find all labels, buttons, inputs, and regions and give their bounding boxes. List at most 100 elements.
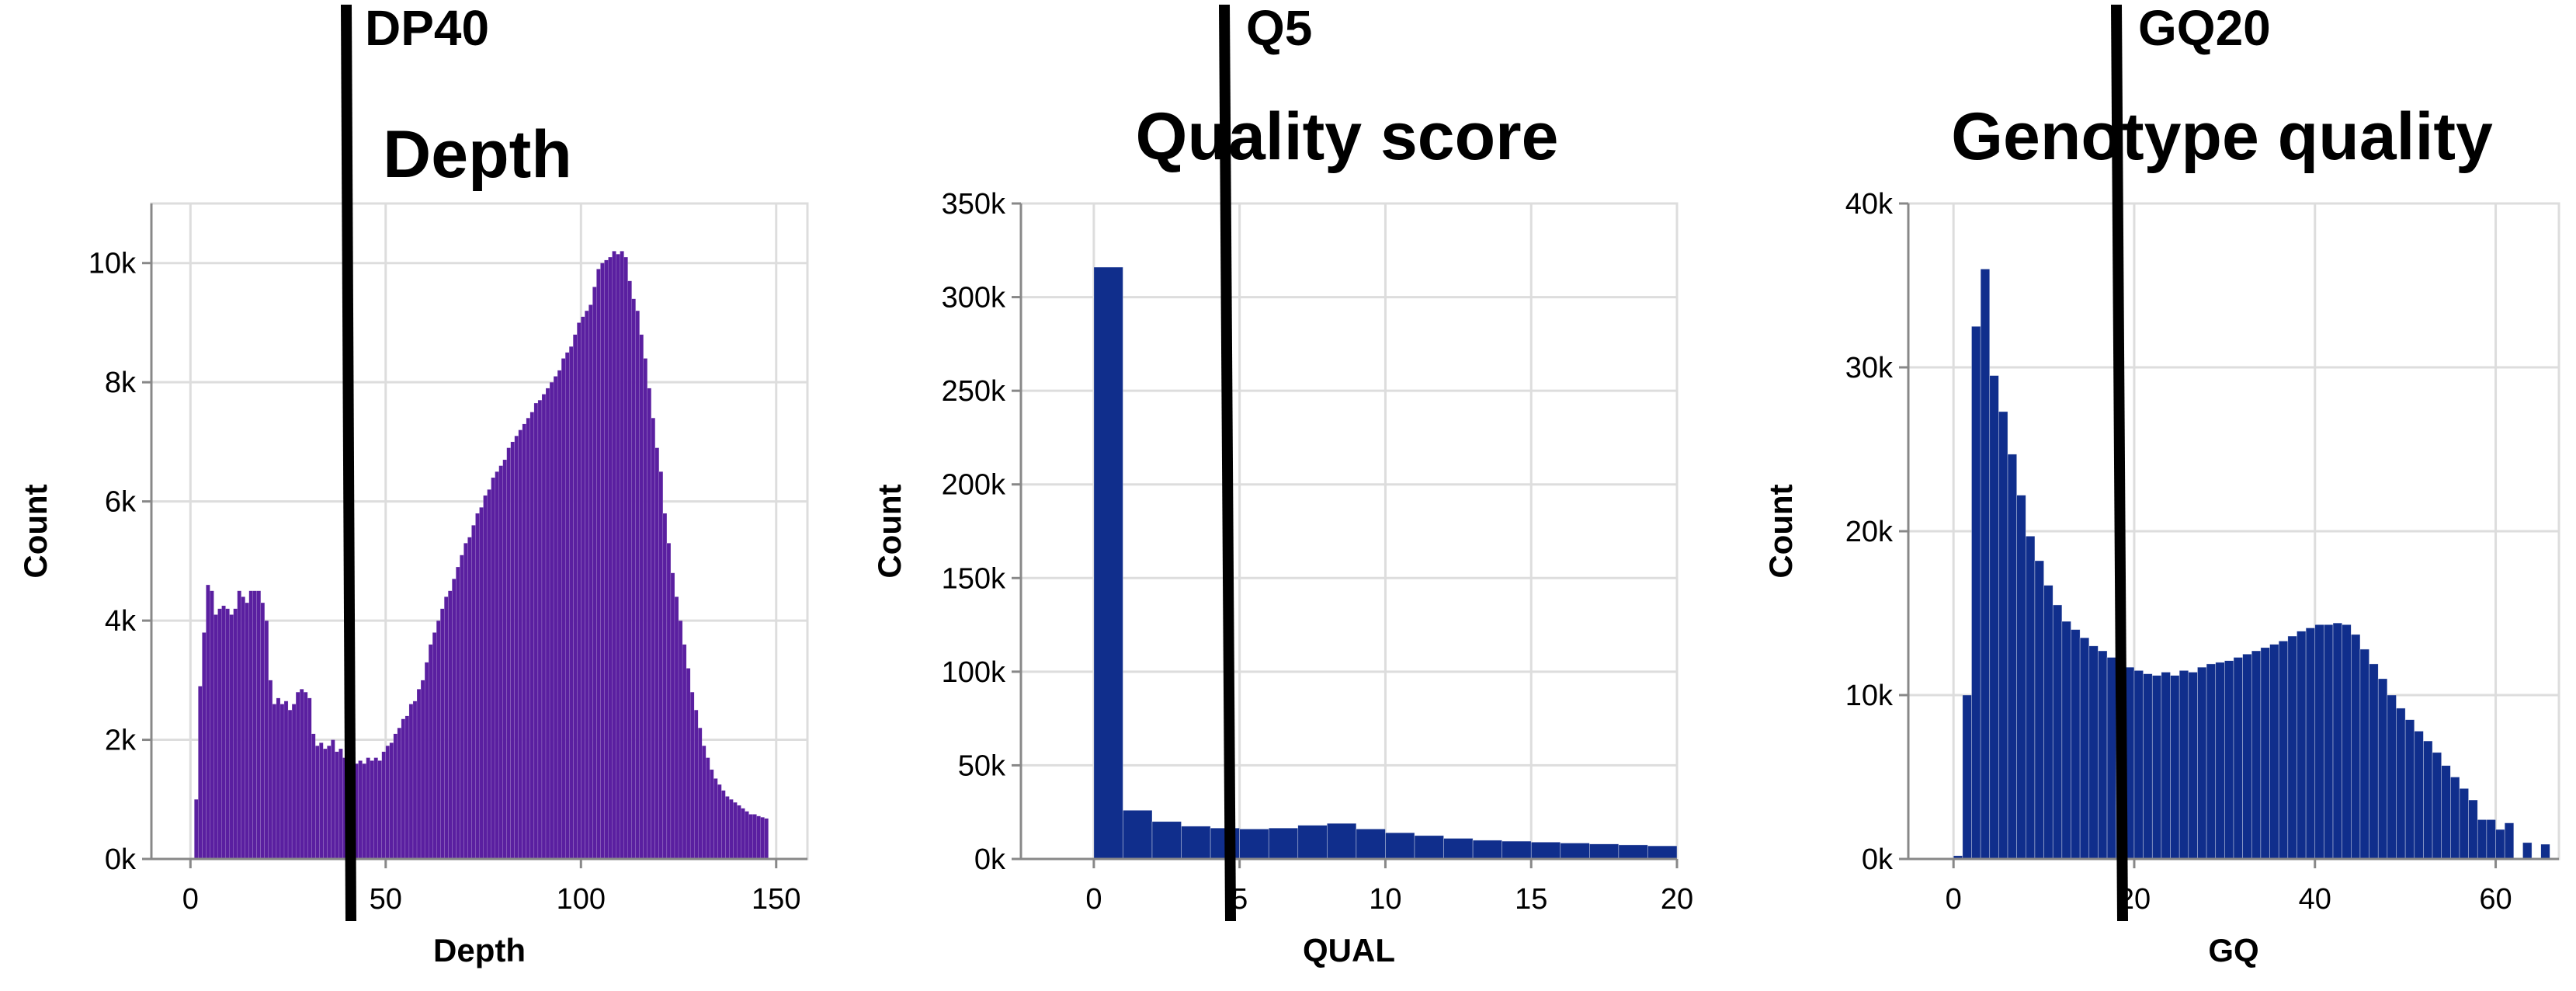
depth-bar xyxy=(194,799,199,860)
gq-bar xyxy=(2540,843,2550,860)
depth-bar xyxy=(393,733,398,860)
gq-bar xyxy=(2088,645,2099,860)
gq-bar xyxy=(2377,678,2388,860)
chart-title: Quality score xyxy=(1136,99,1559,174)
gq-threshold: GQ20 xyxy=(2111,0,2271,922)
gq-bar xyxy=(2432,752,2442,860)
depth-bar xyxy=(745,811,749,860)
y-tick-label: 4k xyxy=(105,605,137,638)
gq-bar xyxy=(2387,694,2397,860)
depth-bar xyxy=(631,298,636,860)
depth-bar xyxy=(585,310,589,860)
depth-bar xyxy=(260,602,265,860)
depth-bar xyxy=(479,507,484,860)
depth-bar xyxy=(514,436,519,860)
depth-bar xyxy=(561,358,566,860)
depth-bar xyxy=(752,814,757,860)
y-tick-label: 250k xyxy=(942,375,1006,408)
depth-bar xyxy=(686,668,691,860)
x-tick-label: 10 xyxy=(1369,883,1401,916)
gq-bar xyxy=(2215,662,2225,860)
y-tick-label: 10k xyxy=(89,248,137,280)
depth-bar xyxy=(569,346,574,860)
depth-bar xyxy=(475,513,480,860)
gq-bar xyxy=(1962,694,1972,860)
depth-bar xyxy=(506,447,511,860)
threshold-label: DP40 xyxy=(365,0,489,56)
depth-bar xyxy=(389,742,394,860)
gq-bar xyxy=(2359,648,2369,860)
depth-bar xyxy=(573,334,578,860)
gq-bar xyxy=(2151,675,2162,860)
depth-bar xyxy=(323,748,328,860)
depth-bar xyxy=(654,447,659,860)
gq-bar xyxy=(2034,560,2044,860)
depth-bar xyxy=(748,814,753,860)
depth-bar xyxy=(670,572,675,860)
chart-title: Depth xyxy=(383,117,572,192)
qual-bar xyxy=(1647,845,1678,860)
threshold-line xyxy=(341,4,356,922)
depth-bar xyxy=(331,739,335,860)
threshold-label: Q5 xyxy=(1246,0,1312,56)
y-tick-label: 20k xyxy=(1845,516,1894,548)
depth-bar xyxy=(381,751,386,860)
depth-bar xyxy=(483,495,488,860)
gq-bar xyxy=(1971,325,1981,860)
depth-bar xyxy=(420,680,425,860)
y-tick-label: 350k xyxy=(942,188,1006,221)
qual-bar xyxy=(1443,838,1474,860)
depth-bar xyxy=(639,334,644,860)
depth-bar xyxy=(295,692,300,860)
depth-bar xyxy=(658,471,664,860)
depth-bar xyxy=(206,584,210,860)
depth-bar xyxy=(733,801,738,860)
depth-bar xyxy=(272,704,277,860)
depth-bar xyxy=(647,388,651,860)
depth-bar xyxy=(588,304,593,860)
qual-bar xyxy=(1530,841,1561,860)
depth-bar xyxy=(741,808,745,860)
qual-bar xyxy=(1589,843,1620,860)
gq-bar xyxy=(2143,673,2153,860)
depth-bar xyxy=(635,310,640,860)
qual-bar xyxy=(1502,840,1532,860)
threshold-label: GQ20 xyxy=(2138,0,2271,56)
depth-bar xyxy=(327,746,332,860)
gq-bar xyxy=(2242,653,2252,860)
depth-bar xyxy=(553,376,558,860)
depth-bar xyxy=(202,632,207,860)
y-tick-label: 40k xyxy=(1845,188,1894,221)
gq-bar xyxy=(2061,621,2071,860)
depth-bar xyxy=(604,259,609,860)
depth-bar xyxy=(424,662,429,860)
gq-bar xyxy=(2351,634,2361,860)
gq-bar xyxy=(1980,269,1991,860)
depth-bar xyxy=(229,614,234,860)
depth-bar xyxy=(214,614,218,860)
depth-bar xyxy=(592,287,597,860)
depth-bar xyxy=(225,608,230,860)
gq-bar xyxy=(2016,495,2026,860)
depth-chart-panel: 0k 2k 4k 6k 8k 10k 0 50 100 150 Depth Count Depth xyxy=(17,117,809,968)
depth-bar xyxy=(627,280,632,860)
gq-bar xyxy=(2287,635,2297,860)
qual-bar xyxy=(1297,825,1328,860)
qual-bar xyxy=(1472,840,1502,860)
depth-bar xyxy=(526,418,531,860)
y-axis-title: Count xyxy=(17,484,54,578)
depth-bar xyxy=(276,697,281,860)
depth-bar xyxy=(577,322,582,860)
depth-bar xyxy=(600,263,605,860)
gq-bar xyxy=(2052,604,2063,860)
gq-bar xyxy=(2170,675,2180,860)
depth-bar xyxy=(252,590,257,860)
depth-bar xyxy=(401,718,406,860)
depth-bar xyxy=(304,692,308,860)
gq-bar xyxy=(2188,672,2198,860)
qual-bar xyxy=(1356,829,1386,860)
x-tick-label: 0 xyxy=(1946,883,1962,916)
depth-bar xyxy=(682,644,687,860)
